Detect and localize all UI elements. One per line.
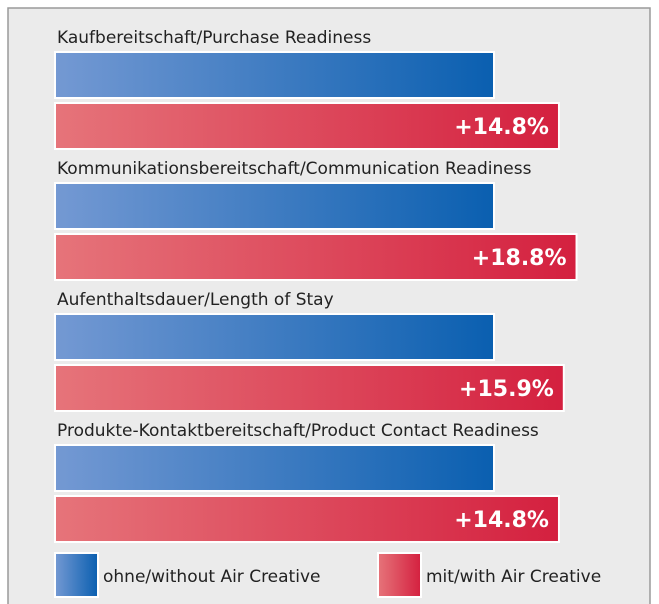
category-label: Aufenthaltsdauer/Length of Stay [57,290,334,310]
value-label: +14.8% [454,508,549,533]
category-label: Produkte-Kontaktbereitschaft/Product Con… [57,421,539,441]
value-label: +14.8% [454,115,549,140]
legend-swatch [54,552,99,598]
value-label: +18.8% [472,246,567,271]
bar [54,364,565,412]
bar [54,444,495,492]
legend-swatch [377,552,422,598]
bar [54,182,495,230]
bar [54,102,560,150]
bar [54,495,560,543]
category-label: Kaufbereitschaft/Purchase Readiness [57,28,371,48]
value-label: +15.9% [459,377,554,402]
bar [54,233,578,281]
bar [54,313,495,361]
legend-label: mit/with Air Creative [426,567,601,587]
category-label: Kommunikationsbereitschaft/Communication… [57,159,532,179]
bar [54,51,495,99]
legend-label: ohne/without Air Creative [103,567,320,587]
